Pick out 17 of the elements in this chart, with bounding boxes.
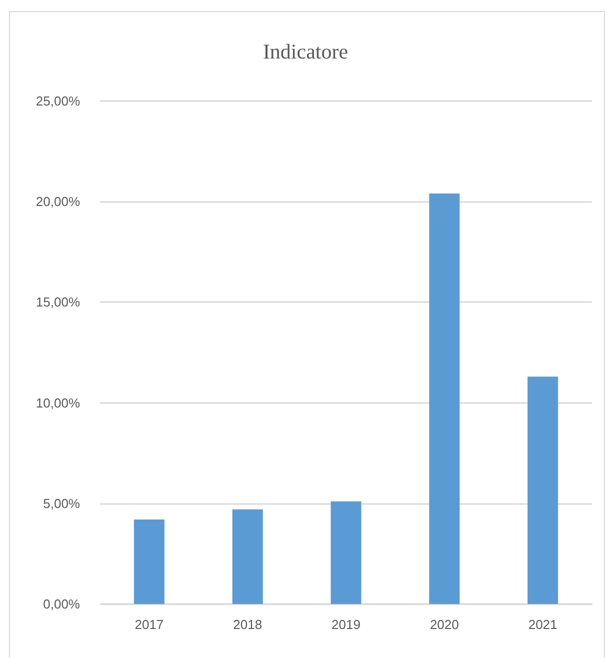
bar <box>429 194 460 604</box>
x-tick-label: 2018 <box>233 617 262 632</box>
bar <box>232 509 263 604</box>
y-tick-label: 20,00% <box>36 194 80 210</box>
x-tick-label: 2019 <box>332 617 360 632</box>
bar <box>134 519 164 604</box>
y-tick-label: 10,00% <box>36 395 80 410</box>
y-tick-label: 25,00% <box>36 94 80 108</box>
x-tick-label: 2020 <box>430 617 459 632</box>
chart-title: Indicatore <box>262 40 348 64</box>
y-tick-label: 0,00% <box>43 596 80 612</box>
y-tick-label: 5,00% <box>43 496 80 511</box>
x-tick-label: 2021 <box>528 617 558 632</box>
bar <box>528 376 558 604</box>
bar <box>330 501 362 604</box>
y-tick-label: 15,00% <box>36 294 80 310</box>
x-tick-label: 2017 <box>134 617 164 632</box>
